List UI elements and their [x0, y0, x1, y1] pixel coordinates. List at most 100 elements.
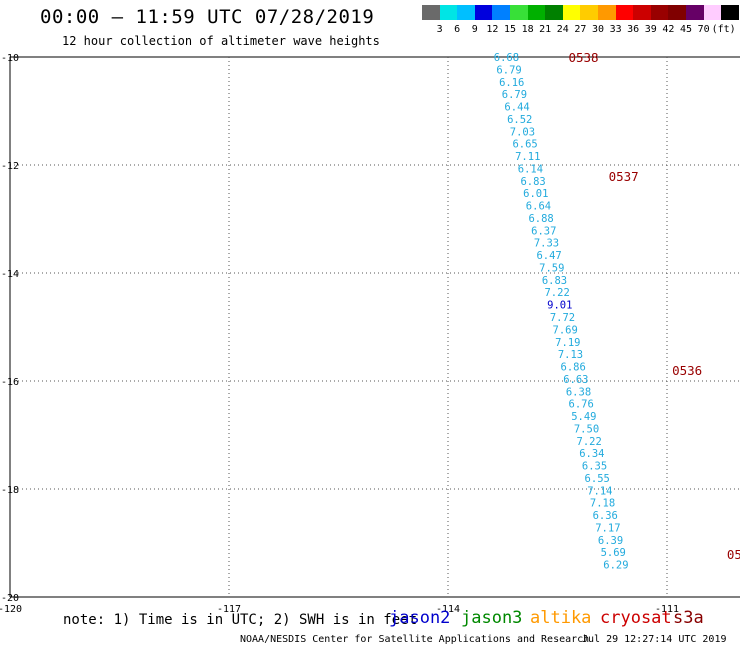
- colorbar-label: 15: [503, 24, 517, 35]
- colorbar-swatch: [439, 5, 458, 20]
- track1-value: 7.22: [577, 436, 602, 448]
- track1-value: 7.50: [574, 423, 599, 435]
- colorbar-swatch: [527, 5, 546, 20]
- colorbar-label: 27: [574, 24, 587, 35]
- colorbar-swatch: [598, 5, 616, 20]
- track1-value: 5.69: [601, 547, 626, 559]
- colorbar-swatch: [492, 5, 510, 20]
- legend-jason2: jason2: [389, 608, 451, 628]
- x-tick-label: -114: [436, 604, 460, 615]
- track1-value: 5.49: [571, 411, 596, 423]
- colorbar-swatch: [650, 5, 669, 20]
- x-tick-label: -111: [655, 604, 679, 615]
- y-tick-label: -16: [1, 377, 19, 388]
- track1-value: 7.19: [555, 337, 580, 349]
- legend-altika: altika: [530, 608, 592, 628]
- colorbar-swatch: [703, 5, 722, 20]
- track1-value: 6.34: [579, 448, 604, 460]
- y-tick-label: -18: [1, 485, 19, 496]
- colorbar-swatch: [457, 5, 475, 20]
- legend-cryosat: cryosat: [600, 608, 672, 628]
- colorbar-swatch: [562, 5, 581, 20]
- y-tick-label: -10: [1, 53, 19, 64]
- colorbar-swatch: [580, 5, 598, 20]
- chart-title: 00:00 – 11:59 UTC 07/28/2019: [40, 6, 375, 28]
- pass-time-label: 0535: [727, 547, 740, 562]
- track1-value: 6.44: [504, 102, 529, 114]
- track1-value: 6.29: [603, 560, 628, 572]
- track1-value: 6.14: [518, 163, 543, 175]
- track1-value: 7.69: [553, 324, 578, 336]
- pass-time-label: 0537: [609, 169, 639, 184]
- colorbar-label: 70: [697, 24, 710, 35]
- track1-value: 6.36: [593, 510, 618, 522]
- colorbar-swatch: [422, 5, 440, 20]
- track1-value: 7.13: [558, 349, 583, 361]
- generated-timestamp: Jul 29 12:27:14 UTC 2019: [582, 634, 727, 645]
- track1-value: 7.14: [587, 485, 612, 497]
- legend-jason3: jason3: [461, 608, 523, 628]
- colorbar-swatch: [474, 5, 493, 20]
- track1-value: 7.11: [515, 151, 540, 163]
- colorbar-unit: (ft): [711, 24, 736, 35]
- y-tick-label: -14: [1, 269, 19, 280]
- track1-value: 6.63: [563, 374, 588, 386]
- track1-value: 6.65: [512, 139, 537, 151]
- track1-value: 6.47: [536, 250, 561, 262]
- track1-value: 7.59: [539, 262, 564, 274]
- track1-value: 7.03: [510, 126, 535, 138]
- track1-value: 6.16: [499, 77, 524, 89]
- colorbar-swatch: [615, 5, 634, 20]
- track1-value: 6.76: [569, 399, 594, 411]
- track1-value: 6.79: [502, 89, 527, 101]
- track1-value: 6.83: [520, 176, 545, 188]
- track1-value: 7.17: [595, 522, 620, 534]
- track1-value: 6.86: [561, 362, 586, 374]
- colorbar-label: 30: [591, 24, 605, 35]
- colorbar-label: 36: [627, 24, 640, 35]
- x-tick-label: -120: [0, 604, 22, 615]
- colorbar-label: 6: [454, 24, 461, 35]
- colorbar-swatch: [545, 5, 563, 20]
- colorbar-label: 42: [662, 24, 675, 35]
- track1-value: 6.55: [585, 473, 610, 485]
- colorbar-swatch: [633, 5, 651, 20]
- track1-value: 6.79: [496, 64, 521, 76]
- track1-value: 6.88: [528, 213, 553, 225]
- colorbar-label: 21: [539, 24, 552, 35]
- y-tick-label: -20: [1, 593, 19, 604]
- legend-s3a: s3a: [673, 608, 704, 628]
- track1-value: 6.37: [531, 225, 556, 237]
- track1-value: 6.39: [598, 535, 623, 547]
- colorbar-label: 18: [521, 24, 534, 35]
- colorbar-swatch: [668, 5, 686, 20]
- track1-value: 7.18: [590, 498, 615, 510]
- colorbar-swatch: [686, 5, 704, 20]
- colorbar-swatch: [510, 5, 528, 20]
- colorbar-label: 33: [609, 24, 622, 35]
- track1-value: 7.72: [550, 312, 575, 324]
- colorbar-label: 3: [436, 24, 443, 35]
- track1-value: 6.52: [507, 114, 532, 126]
- pass-time-label: 0538: [568, 50, 598, 65]
- chart-subtitle: 12 hour collection of altimeter wave hei…: [62, 34, 380, 48]
- colorbar-label: 12: [486, 24, 499, 35]
- colorbar-swatch: [721, 5, 739, 20]
- footnote: note: 1) Time is in UTC; 2) SWH is in fe…: [63, 612, 418, 628]
- track1-value: 6.83: [542, 275, 567, 287]
- track1-value: 6.01: [523, 188, 548, 200]
- track1-value: 6.38: [566, 386, 591, 398]
- x-tick-label: -117: [217, 604, 241, 615]
- colorbar-label: 45: [679, 24, 693, 35]
- colorbar-label: 39: [644, 24, 657, 35]
- colorbar-label: 9: [471, 24, 478, 35]
- pass-time-label: 0536: [672, 363, 702, 378]
- y-tick-label: -12: [1, 161, 19, 172]
- track1-value: 6.68: [494, 52, 519, 64]
- track1-value: 6.35: [582, 461, 607, 473]
- track1-value: 9.01: [547, 300, 572, 312]
- credit-text: NOAA/NESDIS Center for Satellite Applica…: [240, 634, 590, 645]
- track1-value: 7.22: [544, 287, 569, 299]
